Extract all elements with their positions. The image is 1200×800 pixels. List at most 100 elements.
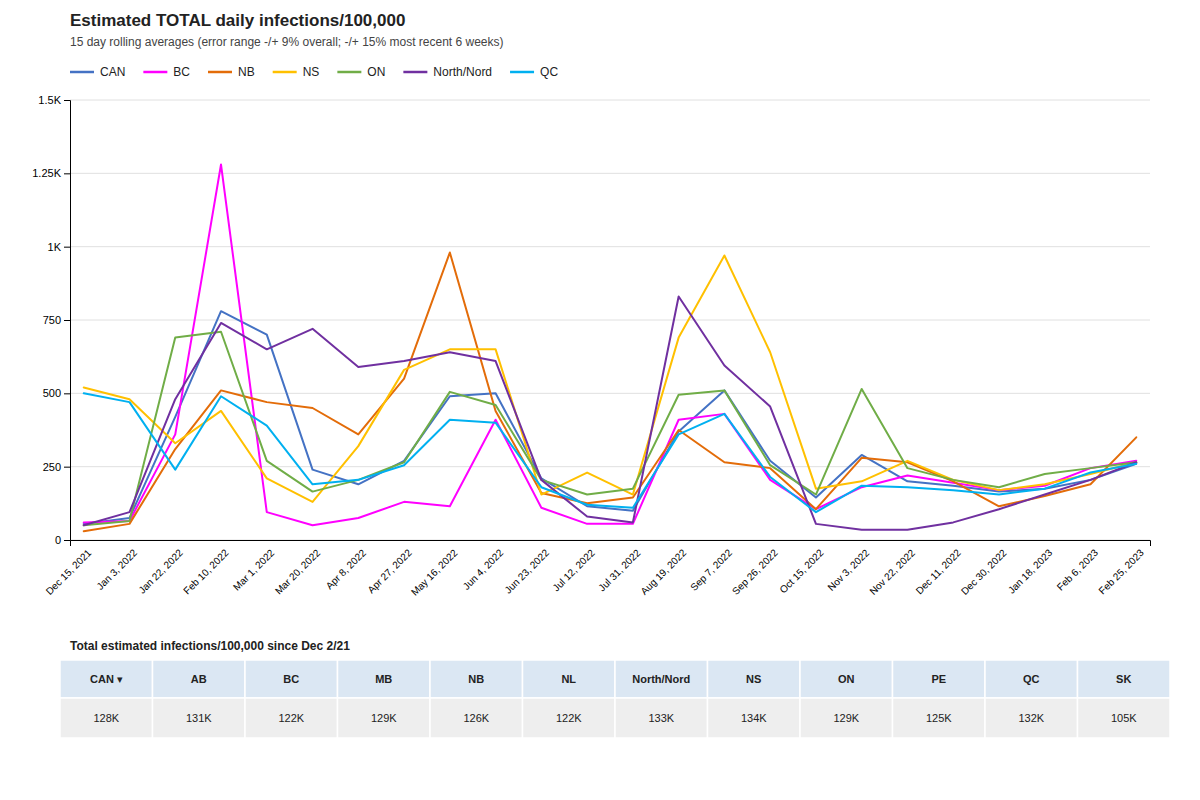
x-tick-label: Feb 25, 2023: [1097, 547, 1147, 597]
table-header: NB: [468, 673, 484, 685]
x-tick-label: Dec 30, 2022: [959, 547, 1009, 597]
grid-line: [70, 466, 1150, 467]
table-header: SK: [1116, 673, 1131, 685]
grid-line: [70, 173, 1150, 174]
table-header-cell: [985, 660, 1078, 698]
y-tick-label: 500: [43, 387, 61, 399]
y-tick-label: 1.25K: [32, 167, 61, 179]
table-header-cell: [245, 660, 338, 698]
y-tick: 1.25K: [32, 167, 70, 179]
subtitle: 15 day rolling averages (error range -/+…: [70, 35, 504, 49]
x-tick-label: Apr 27, 2022: [365, 547, 414, 596]
table-value: 125K: [926, 712, 952, 724]
table-header-cell: [800, 660, 893, 698]
legend-swatch: [208, 71, 232, 74]
x-tick: Jan 3, 2022: [94, 547, 139, 592]
x-tick: Dec 15, 2021: [44, 547, 94, 597]
y-tick: 0: [55, 534, 70, 546]
legend-label: QC: [540, 65, 558, 79]
x-tick-label: Jun 4, 2022: [461, 547, 506, 592]
x-tick: Sep 26, 2022: [730, 547, 780, 597]
table-value: 128K: [93, 712, 119, 724]
table-value: 105K: [1111, 712, 1137, 724]
x-tick-label: Feb 6, 2023: [1055, 547, 1101, 593]
legend-label: CAN: [100, 65, 125, 79]
x-tick-label: Sep 7, 2022: [688, 547, 734, 593]
table-header: NS: [746, 673, 761, 685]
x-axis-line: [71, 541, 1151, 547]
x-tick: Oct 15, 2022: [777, 547, 826, 596]
table-cell: [523, 698, 616, 738]
y-tick: 1.5K: [38, 94, 70, 106]
legend-item: North/Nord: [403, 65, 492, 79]
lines: [84, 165, 1137, 532]
y-tick: 1K: [48, 241, 70, 253]
table-header-cell: [338, 660, 431, 698]
table-title: Total estimated infections/100,000 since…: [70, 639, 350, 653]
table-header: PE: [931, 673, 946, 685]
y-tick-label: 750: [43, 314, 61, 326]
x-tick-label: Jan 3, 2022: [94, 547, 139, 592]
y-tick-mark: [64, 393, 70, 394]
x-tick-label: Jul 31, 2022: [596, 547, 643, 594]
table-header-cell: [523, 660, 616, 698]
y-tick-label: 250: [43, 461, 61, 473]
x-tick: Aug 19, 2022: [638, 547, 688, 597]
x-tick: Jul 31, 2022: [596, 547, 643, 594]
y-tick-mark: [64, 467, 70, 468]
y-tick-mark: [64, 540, 70, 541]
legend-swatch: [403, 71, 427, 74]
x-axis: Dec 15, 2021Jan 3, 2022Jan 22, 2022Feb 1…: [44, 541, 1151, 598]
x-tick: Dec 11, 2022: [914, 547, 964, 597]
y-tick-label: 0: [55, 534, 61, 546]
table-header-cell: [893, 660, 986, 698]
x-tick: May 16, 2022: [409, 547, 460, 598]
table-header: AB: [191, 673, 207, 685]
x-tick-label: Jul 12, 2022: [550, 547, 597, 594]
table-value: 129K: [371, 712, 397, 724]
legend-item: BC: [143, 65, 190, 79]
y-tick-label: 1.5K: [38, 94, 61, 106]
x-tick-label: Oct 15, 2022: [777, 547, 826, 596]
table-header-cell: [1078, 660, 1171, 698]
x-tick: Jul 12, 2022: [550, 547, 597, 594]
y-tick-label: 1K: [48, 241, 62, 253]
x-tick: Jun 23, 2022: [502, 547, 551, 596]
table-header-cell: [430, 660, 523, 698]
x-tick-label: Mar 20, 2022: [273, 547, 323, 597]
legend-swatch: [273, 71, 297, 74]
x-tick: Mar 1, 2022: [231, 547, 277, 593]
x-tick-label: Sep 26, 2022: [730, 547, 780, 597]
table-value: 129K: [833, 712, 859, 724]
x-tick-label: Jan 22, 2022: [136, 547, 185, 596]
table-header: NL: [561, 673, 576, 685]
table-header: MB: [375, 673, 392, 685]
legend-swatch: [143, 71, 167, 74]
table-value: 134K: [741, 712, 767, 724]
table-header-cell: [615, 660, 708, 698]
line: [84, 255, 1137, 501]
y-axis: 0 250 500 750 1K 1.25K 1.5K: [32, 94, 70, 546]
y-tick-mark: [64, 100, 70, 101]
line: [84, 393, 1137, 512]
line: [84, 332, 1137, 526]
legend-label: North/Nord: [433, 65, 492, 79]
line: [84, 165, 1137, 526]
x-tick: Nov 3, 2022: [825, 547, 871, 593]
table-value: 126K: [463, 712, 489, 724]
table-cell: [430, 698, 523, 738]
table-cell: [245, 698, 338, 738]
legend-swatch: [70, 71, 94, 74]
y-tick: 750: [43, 314, 70, 326]
table-cell: [615, 698, 708, 738]
chart: Estimated TOTAL daily infections/100,000…: [0, 0, 1200, 800]
y-axis-line: [64, 101, 71, 541]
x-tick-label: Jan 18, 2023: [1006, 547, 1055, 596]
table-value: 133K: [648, 712, 674, 724]
table-value: 122K: [556, 712, 582, 724]
x-tick: Apr 27, 2022: [365, 547, 414, 596]
legend-label: NS: [303, 65, 320, 79]
table-header: BC: [283, 673, 299, 685]
table-value: 131K: [186, 712, 212, 724]
legend-item: CAN: [70, 65, 125, 79]
